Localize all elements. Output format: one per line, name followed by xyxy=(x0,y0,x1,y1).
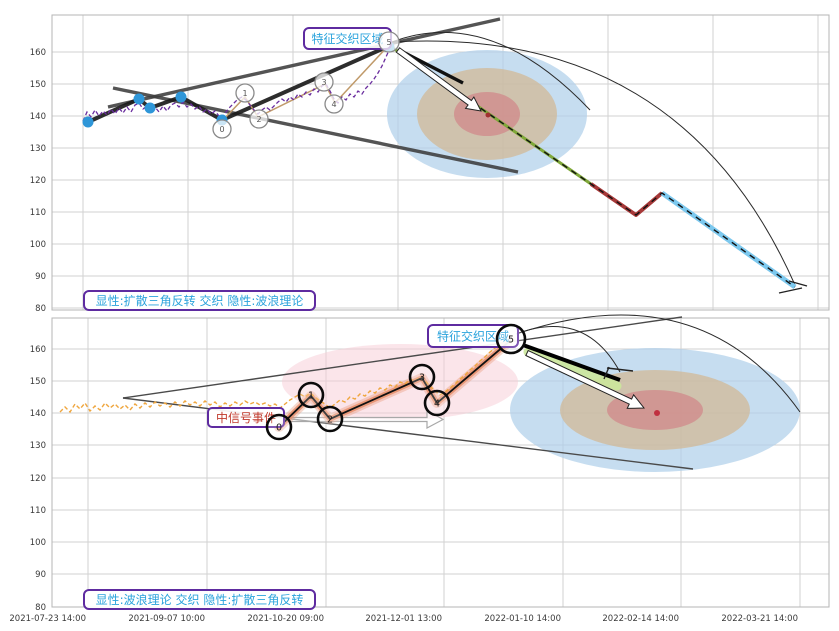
path-end-tick xyxy=(788,280,808,287)
wave-marker-1 xyxy=(235,83,255,103)
signal-label-text: 中信号事件 xyxy=(216,410,276,425)
projection-arc xyxy=(515,314,801,413)
y-tick-label: 130 xyxy=(30,441,46,451)
wave-marker-0 xyxy=(212,119,232,139)
y-tick-label: 80 xyxy=(35,304,46,314)
panel-b-region-label: 特征交织区域 xyxy=(427,324,519,348)
y-tick-label: 140 xyxy=(30,409,46,419)
projection-arc xyxy=(391,40,796,286)
wave-marker-5 xyxy=(378,31,400,53)
y-tick-label: 100 xyxy=(30,240,46,250)
x-tick-label: 2021-10-20 09:00 xyxy=(247,614,324,624)
x-tick-label: 2022-01-10 14:00 xyxy=(484,614,561,624)
y-tick-label: 160 xyxy=(30,48,46,58)
pivot-dot xyxy=(175,91,187,103)
panel-a-caption: 显性:扩散三角反转 交织 隐性:波浪理论 xyxy=(83,290,316,311)
wave-marker-label: 2 xyxy=(327,415,333,426)
y-tick-label: 130 xyxy=(30,144,46,154)
x-tick-label: 2021-12-01 13:00 xyxy=(365,614,442,624)
plot-border xyxy=(51,14,830,311)
plot-border xyxy=(51,317,830,608)
megaphone-upper-line xyxy=(122,316,683,399)
panel-a-background xyxy=(51,14,830,311)
wave-marker-5 xyxy=(495,323,527,355)
wave-marker-label: 0 xyxy=(276,423,282,434)
price-line xyxy=(82,47,391,122)
region-label-box xyxy=(427,324,519,348)
y-tick-label: 150 xyxy=(30,377,46,387)
y-tick-label: 80 xyxy=(35,603,46,613)
panel-b-series xyxy=(59,314,801,470)
wave-marker-2 xyxy=(249,109,269,129)
forecast-thick-line xyxy=(522,343,621,382)
wave-marker-2 xyxy=(316,405,344,433)
y-tick-label: 120 xyxy=(30,474,46,484)
y-tick-label: 120 xyxy=(30,176,46,186)
region-label-text: 特征交织区域 xyxy=(437,329,509,344)
wave-marker-label: 4 xyxy=(434,399,440,410)
target-center-dot xyxy=(654,410,660,416)
region-label-text: 特征交织区域 xyxy=(311,31,383,46)
wave-marker-label: 2 xyxy=(256,115,261,124)
wave-path-line xyxy=(278,339,512,428)
panel-a-region-label: 特征交织区域 xyxy=(303,27,392,50)
wave-marker-0 xyxy=(265,413,293,441)
signal-hollow-arrow xyxy=(282,408,445,429)
x-tick-label: 2021-09-07 10:00 xyxy=(128,614,205,624)
wave-marker-4 xyxy=(324,94,344,114)
wave-marker-3 xyxy=(408,363,436,391)
wave-marker-label: 0 xyxy=(219,125,224,134)
y-tick-label: 160 xyxy=(30,345,46,355)
pivot-zigzag-line xyxy=(86,44,391,124)
pivot-dot xyxy=(144,102,156,114)
caption-box xyxy=(83,290,316,311)
path-end-tick xyxy=(606,367,634,372)
wave-marker-3 xyxy=(314,72,334,92)
wave-marker-label: 1 xyxy=(308,391,314,402)
y-tick-label: 110 xyxy=(30,208,46,218)
wave-marker-label: 5 xyxy=(508,335,514,346)
path-end-tick xyxy=(603,366,610,380)
target-arrow xyxy=(525,349,646,409)
x-tick-label: 2021-07-23 14:00 xyxy=(9,614,86,624)
panel-a-series xyxy=(82,17,808,294)
panel-b-background xyxy=(51,317,830,608)
caption-text: 显性:波浪理论 交织 隐性:扩散三角反转 xyxy=(96,592,304,607)
y-tick-label: 100 xyxy=(30,538,46,548)
target-center-dot xyxy=(485,112,491,118)
wave-marker-1 xyxy=(297,381,325,409)
target-arrow xyxy=(395,47,482,112)
pivot-dot xyxy=(82,116,94,128)
wave-marker-label: 1 xyxy=(242,89,247,98)
panel-b-caption: 显性:波浪理论 交织 隐性:扩散三角反转 xyxy=(83,589,316,610)
y-tick-label: 90 xyxy=(35,570,46,580)
y-tick-label: 90 xyxy=(35,272,46,282)
forecast-dash-overlay xyxy=(389,45,796,288)
panel-b-markers: 0 1 2 3 4 5 xyxy=(265,323,660,441)
caption-text: 显性:扩散三角反转 交织 隐性:波浪理论 xyxy=(96,293,304,308)
y-tick-label: 140 xyxy=(30,112,46,122)
axis-labels: 1601501401301201101009080160150140130120… xyxy=(9,48,798,624)
x-tick-label: 2022-03-21 14:00 xyxy=(721,614,798,624)
panel-a-markers: 0 1 2 3 4 5 xyxy=(212,31,491,139)
wave-marker-label: 4 xyxy=(331,100,336,109)
projection-arc xyxy=(391,31,591,111)
y-tick-label: 110 xyxy=(30,506,46,516)
y-tick-label: 150 xyxy=(30,80,46,90)
wave-marker-label: 3 xyxy=(321,78,326,87)
pivot-dot xyxy=(133,93,145,105)
path-end-tick xyxy=(778,287,803,294)
megaphone-upper-line xyxy=(107,17,501,109)
caption-box xyxy=(83,589,316,610)
wave-marker-label: 5 xyxy=(386,38,391,47)
wave-marker-4 xyxy=(423,389,451,417)
forecast-blue-line xyxy=(660,190,797,290)
forecast-red-line xyxy=(589,182,664,217)
x-tick-label: 2022-02-14 14:00 xyxy=(602,614,679,624)
wave-marker-label: 3 xyxy=(419,373,425,384)
